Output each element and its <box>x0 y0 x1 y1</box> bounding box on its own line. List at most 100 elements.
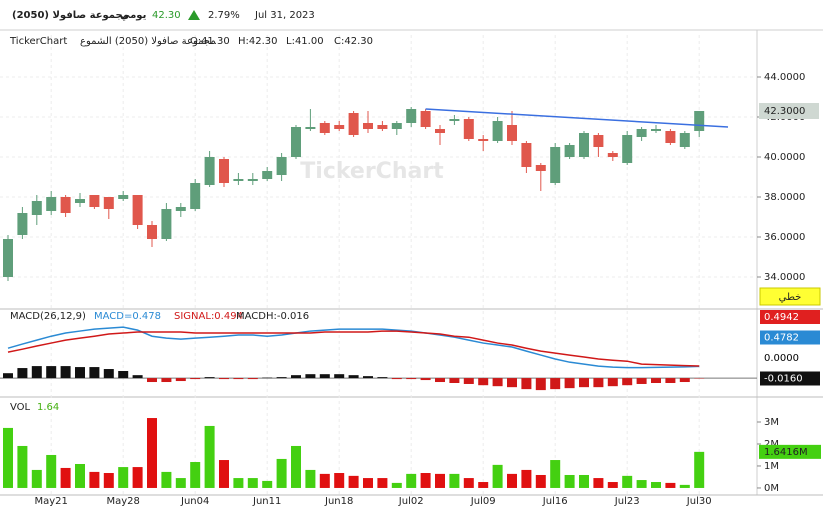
period: يومي <box>120 10 147 21</box>
histogram-bar <box>147 378 157 383</box>
volume-bar <box>17 445 28 488</box>
line-button-label[interactable]: خطي <box>779 292 802 303</box>
volume-bar <box>319 473 330 488</box>
histogram-bar <box>391 378 402 380</box>
candle-body <box>507 125 517 141</box>
volume-bar <box>118 467 129 488</box>
volume-bar <box>521 469 532 488</box>
volume-bar <box>679 484 690 488</box>
volume-bar <box>46 454 57 488</box>
volume-bar <box>435 473 445 488</box>
change: 2.79% <box>208 10 240 21</box>
histogram-bar <box>233 378 244 380</box>
volume-bar <box>305 469 316 488</box>
volume-bar <box>190 462 201 488</box>
value-tag <box>759 444 821 459</box>
candle-body <box>391 123 402 129</box>
ohlc-label: C:42.30 <box>334 36 373 47</box>
candle-body <box>406 109 417 123</box>
histogram-bar <box>420 378 431 381</box>
watermark: TickerChart <box>300 159 444 184</box>
legend-entry: MACDH:-0.016 <box>236 311 309 322</box>
candle-body <box>31 201 42 215</box>
x-tick-label: May28 <box>106 496 139 507</box>
histogram-bar <box>75 367 85 379</box>
volume-bar <box>507 473 517 488</box>
histogram-bar <box>492 378 503 387</box>
candle-body <box>435 129 445 133</box>
histogram-bar <box>622 378 633 386</box>
histogram-bar <box>593 378 604 388</box>
y-tick-label: 40.0000 <box>764 152 805 163</box>
candle-body <box>363 123 373 129</box>
x-tick-label: Jul16 <box>542 496 568 507</box>
trendline <box>425 108 729 128</box>
last-price-label: 42.3000 <box>764 106 805 117</box>
symbol-text: مجموعة صافولا (2050) الشموع <box>80 36 216 47</box>
x-tick-label: Jul23 <box>614 496 640 507</box>
candle-body <box>636 129 647 137</box>
candle-body <box>89 195 100 207</box>
histogram-bar <box>507 378 517 388</box>
histogram-bar <box>204 377 215 379</box>
value-tag <box>760 310 820 324</box>
symbol-name: مجموعة صافولا (2050) <box>12 10 129 21</box>
histogram-bar <box>478 378 489 386</box>
histogram-bar <box>535 378 546 391</box>
x-tick-label: Jun04 <box>180 496 209 507</box>
histogram-bar <box>89 367 100 379</box>
candle-body <box>118 195 129 199</box>
histogram-bar <box>60 366 71 379</box>
candle-body <box>103 197 114 209</box>
candle-body <box>204 157 215 185</box>
value-tag-label: 1.6416M <box>764 447 808 458</box>
histogram-bar <box>435 378 445 383</box>
volume-bar <box>75 463 85 488</box>
volume-bar <box>276 458 287 488</box>
volume-bar <box>607 482 618 488</box>
histogram-bar <box>17 368 28 379</box>
volume-bar <box>622 475 633 488</box>
volume-bar <box>60 467 71 488</box>
y-tick-label: 0M <box>764 483 779 494</box>
histogram-bar <box>651 378 661 383</box>
candle-body <box>60 197 71 213</box>
line-button[interactable] <box>759 287 821 306</box>
volume-bar <box>31 469 42 488</box>
volume-bar <box>391 482 402 488</box>
value-tag-label: -0.0160 <box>764 374 803 385</box>
candle-body <box>492 121 503 141</box>
x-tick-label: Jul02 <box>398 496 424 507</box>
volume-bar <box>694 451 705 488</box>
candle-body <box>550 147 561 183</box>
y-tick-label: 1M <box>764 461 779 472</box>
histogram-bar <box>319 374 330 379</box>
histogram-bar <box>521 378 532 390</box>
candle-body <box>161 209 172 239</box>
candle-body <box>593 135 604 147</box>
candle-body <box>46 197 57 211</box>
candle-body <box>147 225 157 239</box>
volume-bar <box>348 475 359 488</box>
x-tick-label: Jun18 <box>324 496 353 507</box>
histogram-bar <box>291 375 301 379</box>
histogram-bar <box>161 378 172 383</box>
candle-body <box>449 119 460 121</box>
x-tick-label: Jul09 <box>470 496 496 507</box>
histogram-bar <box>103 369 114 379</box>
y-tick-label: 36.0000 <box>764 232 805 243</box>
candle-body <box>17 213 28 235</box>
candle-body <box>679 133 690 147</box>
value-tag <box>760 330 820 345</box>
candle-body <box>348 113 359 135</box>
histogram-bar <box>175 378 186 382</box>
last-price-tag <box>759 103 819 119</box>
x-tick-label: Jul30 <box>686 496 712 507</box>
histogram-bar <box>679 378 690 383</box>
ohlc-label: H:42.30 <box>238 36 278 47</box>
histogram-bar <box>463 378 474 384</box>
value-tag-label: 0.4942 <box>764 312 799 323</box>
legend-entry: SIGNAL:0.494 <box>174 311 243 322</box>
volume-bar <box>233 478 244 488</box>
y-tick-label: 2M <box>764 439 779 450</box>
